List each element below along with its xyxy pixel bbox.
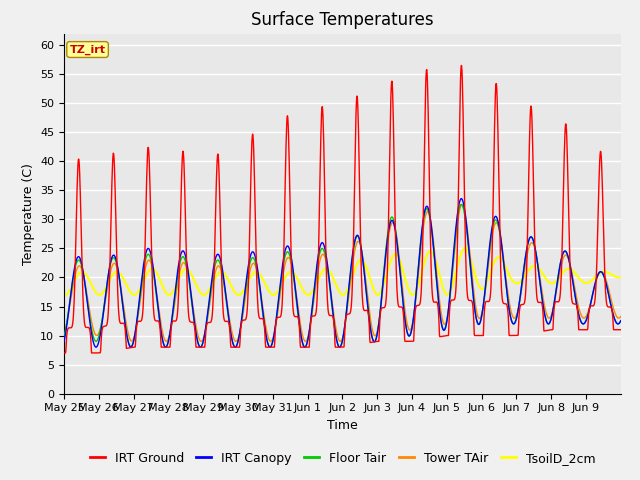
Title: Surface Temperatures: Surface Temperatures	[251, 11, 434, 29]
X-axis label: Time: Time	[327, 419, 358, 432]
Y-axis label: Temperature (C): Temperature (C)	[22, 163, 35, 264]
Text: TZ_irt: TZ_irt	[70, 44, 106, 55]
Legend: IRT Ground, IRT Canopy, Floor Tair, Tower TAir, TsoilD_2cm: IRT Ground, IRT Canopy, Floor Tair, Towe…	[84, 447, 600, 469]
